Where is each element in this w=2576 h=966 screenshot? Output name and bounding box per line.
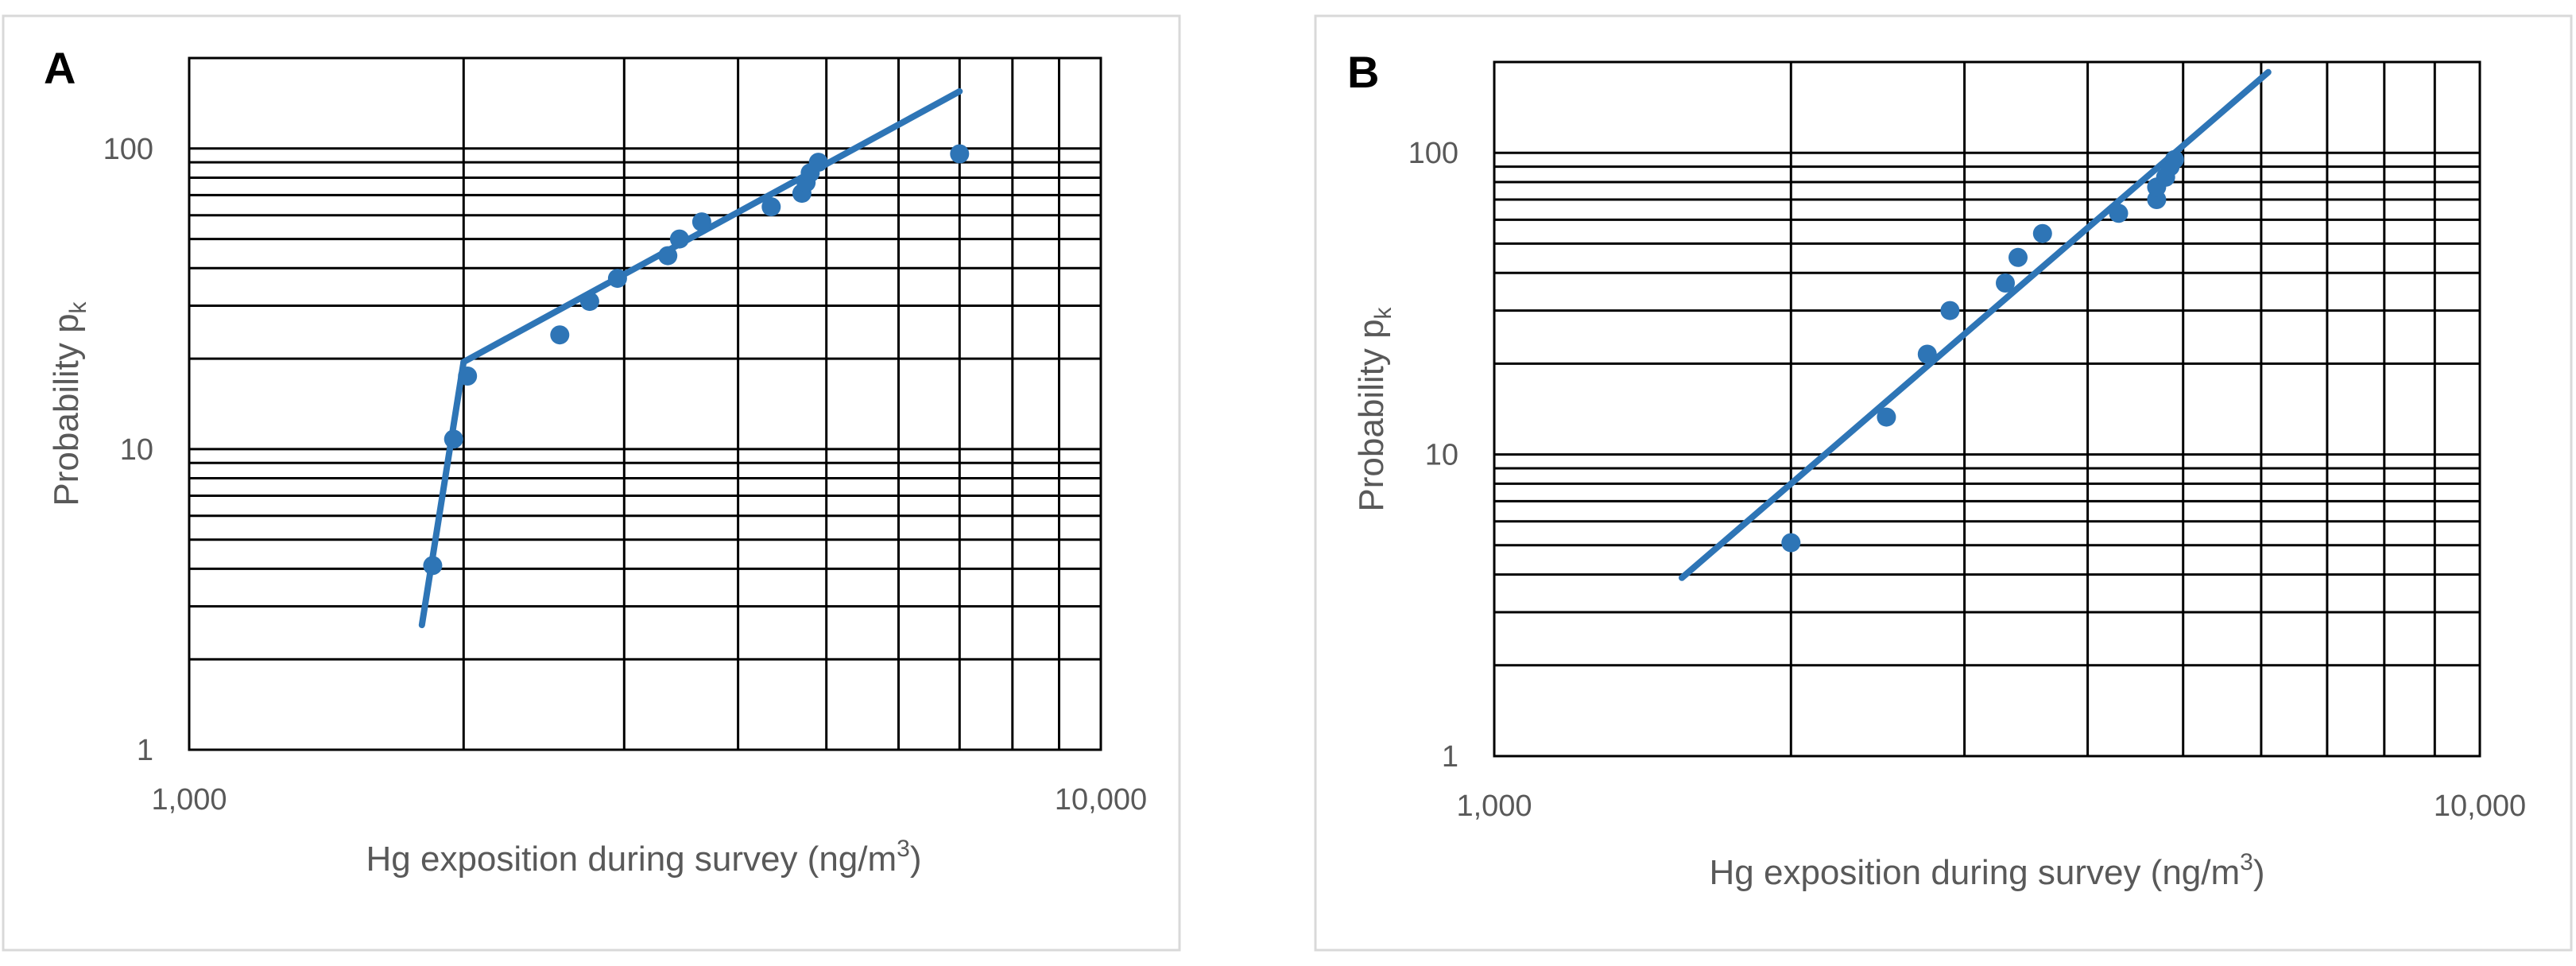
panel-a-y-tick-label: 100 (103, 133, 153, 166)
panel-a-x-axis-title: Hg exposition during survey (ng/m3) (366, 836, 922, 879)
panel-b-data-point (2009, 248, 2028, 267)
panel-a-data-point (550, 325, 569, 344)
panel-b-data-point (1940, 301, 1959, 320)
panel-b-y-tick-label: 100 (1408, 137, 1458, 170)
panel-b-x-axis-title: Hg exposition during survey (ng/m3) (1710, 849, 2265, 892)
panel-a-data-point (809, 153, 828, 172)
panel-a-x-axis-title-sup: 3 (897, 836, 910, 862)
panel-a-y-tick-label: 1 (137, 734, 153, 767)
panel-b-y-axis-title: Probability pk (1352, 306, 1396, 511)
panel-a-data-point (423, 556, 442, 575)
panel-b-data-point (2109, 204, 2129, 223)
panel-a-data-point (580, 292, 599, 311)
chart-panel-b: B 1 10 100 1,000 10,000 Hg exposition durin… (1315, 16, 2571, 950)
panel-a-data-point (608, 269, 627, 288)
chart-panel-a: A 1 10 100 1,000 10,000 Hg exposition durin… (3, 16, 1180, 950)
panel-b-y-tick-label: 1 (1442, 740, 1458, 774)
panel-a-x-axis-title-end: ) (910, 840, 922, 879)
panel-b-x-axis-title-main: Hg exposition during survey (ng/m (1710, 853, 2241, 892)
panel-a-x-axis-title-main: Hg exposition during survey (ng/m (366, 840, 897, 879)
panel-b-data-point (2033, 224, 2052, 243)
panel-a-y-axis-title-sub: k (65, 301, 91, 313)
panel-b-y-tick-label: 10 (1425, 439, 1458, 472)
panel-b-y-axis-title-main: Probability p (1352, 319, 1391, 511)
panel-a-data-point (950, 145, 969, 164)
panel-a-data-point (658, 246, 677, 266)
panel-b-data-point (2165, 150, 2184, 169)
panel-b-data-point (1781, 533, 1800, 553)
panel-a-data-point (458, 367, 477, 386)
panel-a-x-tick-label: 10,000 (1055, 783, 1147, 817)
panel-a-y-tick-label: 10 (120, 433, 153, 467)
panel-b-x-tick-label: 1,000 (1456, 789, 1532, 823)
panel-a-data-point (444, 429, 463, 448)
panel-a-x-tick-label: 1,000 (151, 783, 227, 817)
panel-a-data-point (692, 212, 711, 231)
figure: A 1 10 100 1,000 10,000 Hg exposition durin… (0, 0, 2576, 966)
panel-a-data-point (670, 230, 689, 249)
panel-a-data-point (761, 197, 781, 216)
panel-b-data-point (1918, 345, 1937, 364)
panel-b-data-point (1877, 408, 1896, 427)
panel-b-x-tick-label: 10,000 (2434, 789, 2526, 823)
panel-b-data-point (1996, 274, 2015, 293)
panel-b-y-axis-title-sub: k (1370, 306, 1396, 319)
panel-a-y-axis-title: Probability pk (47, 301, 91, 506)
panel-a-y-axis-title-main: Probability p (47, 313, 86, 506)
panel-a-label: A (44, 43, 76, 93)
panel-b-label: B (1347, 47, 1379, 97)
panel-b-x-axis-title-end: ) (2253, 853, 2265, 892)
panel-b-x-axis-title-sup: 3 (2240, 849, 2253, 875)
